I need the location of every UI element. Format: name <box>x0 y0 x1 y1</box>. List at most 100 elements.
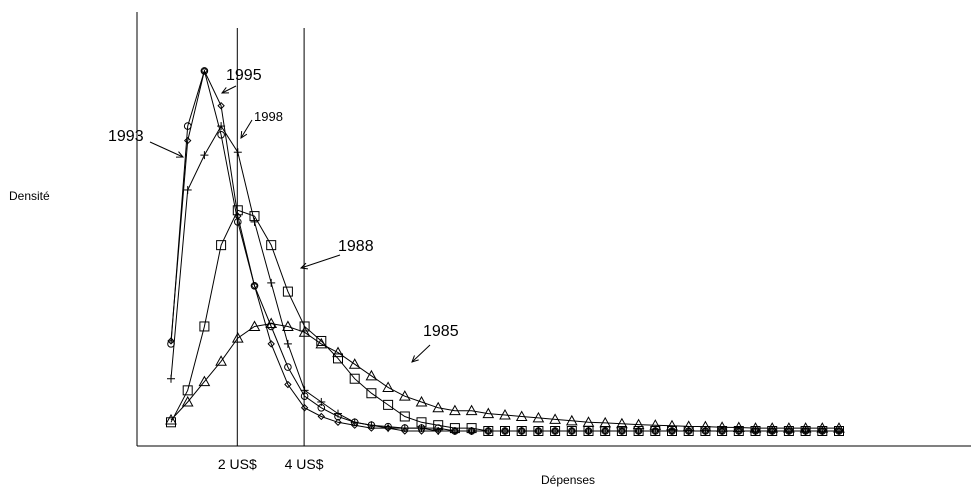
point-1985-1 <box>165 413 177 425</box>
point-1985-3 <box>198 375 211 387</box>
point-1988-7 <box>266 240 277 251</box>
point-1998-33 <box>701 427 710 435</box>
point-1998-17 <box>434 427 443 435</box>
point-1998-8 <box>283 339 292 348</box>
annotation-arrow-1998 <box>240 119 253 139</box>
series-line-1985 <box>170 323 839 429</box>
point-1995-3 <box>200 67 209 75</box>
point-1998-3 <box>200 151 209 160</box>
point-1998-29 <box>634 427 643 435</box>
point-1985-22 <box>515 410 528 421</box>
point-1998-1 <box>167 374 175 383</box>
point-1985-13 <box>365 369 378 381</box>
point-1985-19 <box>465 404 478 416</box>
point-1995-10 <box>317 412 326 421</box>
point-1995-1 <box>167 337 175 345</box>
series-1988 <box>166 205 844 436</box>
annotation-arrow-1985 <box>411 344 431 363</box>
point-1998-32 <box>684 427 693 435</box>
annotation-arrow-1988 <box>299 254 341 270</box>
point-1998-34 <box>718 427 727 435</box>
point-1998-19 <box>467 427 476 435</box>
point-1985-16 <box>415 395 428 407</box>
point-1998-9 <box>300 386 309 395</box>
point-1985-4 <box>215 355 227 366</box>
point-1988-10 <box>316 335 327 346</box>
point-1998-30 <box>651 427 660 435</box>
point-1998-5 <box>233 148 242 157</box>
point-1985-20 <box>482 407 495 419</box>
annotations-layer: 1993 1995 1998 1988 1985 <box>108 67 459 363</box>
annotation-arrow-1995 <box>220 85 237 94</box>
point-1998-40 <box>818 427 827 435</box>
point-1998-36 <box>751 427 760 435</box>
point-1988-1 <box>166 417 176 428</box>
x-axis-label: Dépenses <box>541 473 595 487</box>
annotation-1998: 1998 <box>254 109 283 124</box>
point-1998-2 <box>183 185 192 194</box>
point-1998-10 <box>317 397 326 406</box>
point-1998-7 <box>267 278 276 287</box>
point-1985-15 <box>398 390 411 401</box>
point-1998-22 <box>517 427 526 435</box>
reference-line-label-2: 4 US$ <box>285 456 324 472</box>
point-1998-26 <box>584 427 593 435</box>
point-1995-13 <box>367 424 376 432</box>
point-1988-9 <box>299 321 310 332</box>
point-1998-6 <box>250 217 259 226</box>
point-1995-2 <box>183 136 192 145</box>
point-1988-2 <box>182 385 193 396</box>
point-1988-4 <box>216 240 227 251</box>
point-1985-17 <box>432 401 445 413</box>
point-1985-5 <box>231 332 244 343</box>
series-line-1998 <box>170 125 839 432</box>
reference-line-label-1: 2 US$ <box>218 456 257 472</box>
point-1998-4 <box>217 122 226 131</box>
point-1985-24 <box>549 413 561 424</box>
point-1985-25 <box>565 414 578 426</box>
series-layer <box>165 67 845 436</box>
axes <box>136 12 971 447</box>
point-1998-41 <box>835 427 843 435</box>
point-1998-21 <box>501 427 509 435</box>
point-1998-14 <box>384 424 393 433</box>
point-1998-16 <box>417 424 426 433</box>
point-1998-35 <box>734 427 743 435</box>
point-1998-12 <box>350 418 359 427</box>
annotation-1995: 1995 <box>226 67 262 84</box>
point-1995-15 <box>401 427 409 435</box>
point-1985-23 <box>532 411 545 423</box>
series-line-1993 <box>170 69 839 432</box>
point-1985-6 <box>248 320 261 331</box>
point-1998-23 <box>534 427 543 435</box>
annotation-1988: 1988 <box>338 238 374 255</box>
series-line-1988 <box>170 209 839 432</box>
point-1998-11 <box>334 409 342 418</box>
point-1998-31 <box>668 427 676 435</box>
point-1985-2 <box>181 395 194 407</box>
point-1998-25 <box>567 427 576 435</box>
point-1985-9 <box>298 326 311 337</box>
annotation-arrow-1993 <box>149 141 185 158</box>
point-1998-37 <box>768 427 777 435</box>
point-1995-8 <box>284 380 292 389</box>
point-1998-15 <box>400 424 409 433</box>
annotation-1993: 1993 <box>108 128 144 145</box>
point-1998-27 <box>601 427 610 435</box>
point-1998-38 <box>784 427 793 435</box>
point-1985-21 <box>499 408 511 420</box>
point-1988-14 <box>383 399 394 410</box>
series-line-1995 <box>170 69 839 432</box>
point-1995-7 <box>267 340 275 348</box>
point-1993-7 <box>267 322 276 331</box>
point-1985-14 <box>382 381 394 392</box>
reference-lines: 2 US$ 4 US$ <box>218 28 324 472</box>
point-1985-12 <box>348 358 361 369</box>
y-axis-label: Densité <box>9 189 50 203</box>
point-1995-11 <box>334 418 342 426</box>
point-1988-8 <box>282 286 293 297</box>
annotation-1985: 1985 <box>423 323 459 340</box>
point-1995-5 <box>234 212 242 220</box>
point-1988-3 <box>199 321 210 332</box>
